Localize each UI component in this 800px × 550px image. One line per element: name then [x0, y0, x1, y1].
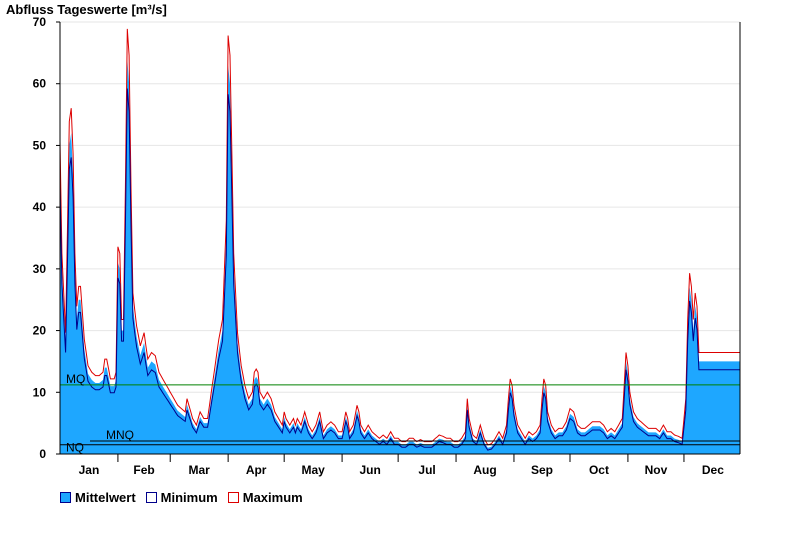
x-tick-label-aug: Aug — [473, 463, 496, 477]
x-tick-label-may: May — [301, 463, 325, 477]
x-tick-label-jul: Jul — [418, 463, 435, 477]
x-tick-label-jun: Jun — [359, 463, 380, 477]
y-tick-label-60: 60 — [33, 77, 47, 91]
grid-lines — [60, 21, 740, 393]
legend: Mittelwert Minimum Maximum — [60, 490, 303, 505]
series-line-maximum — [59, 28, 740, 446]
ref-label-mq: MQ — [66, 372, 85, 386]
legend-item-mittelwert: Mittelwert — [60, 490, 136, 505]
y-tick-label-20: 20 — [33, 324, 47, 338]
y-tick-label-0: 0 — [39, 447, 46, 461]
y-tick-label-70: 70 — [33, 15, 47, 29]
x-tick-label-feb: Feb — [133, 463, 154, 477]
legend-swatch-minimum — [145, 492, 157, 503]
y-tick-label-50: 50 — [33, 138, 47, 152]
x-tick-label-apr: Apr — [246, 463, 267, 477]
y-tick-label-30: 30 — [33, 262, 47, 276]
x-tick-label-nov: Nov — [645, 463, 668, 477]
ref-label-nq: NQ — [66, 441, 84, 455]
x-tick-label-oct: Oct — [589, 463, 609, 477]
x-tick-label-sep: Sep — [531, 463, 553, 477]
y-tick-label-40: 40 — [33, 200, 47, 214]
reference-lines: MQ MNQ NQ — [60, 372, 740, 455]
legend-swatch-maximum — [227, 492, 239, 503]
y-tick-label-10: 10 — [33, 385, 47, 399]
legend-item-maximum: Maximum — [227, 490, 303, 505]
axes: 0 10 20 30 40 50 60 70 Jan Feb Mar Apr May Jun Jul Aug S… — [33, 15, 741, 477]
ref-label-mnq: MNQ — [106, 428, 134, 442]
legend-label-minimum: Minimum — [160, 490, 218, 505]
legend-swatch-mittelwert — [60, 492, 71, 503]
x-tick-label-dec: Dec — [702, 463, 724, 477]
series-line-minimum — [59, 88, 740, 451]
legend-item-minimum: Minimum — [145, 490, 218, 505]
series-area-mittelwert — [60, 59, 740, 454]
legend-label-mittelwert: Mittelwert — [75, 490, 136, 505]
x-tick-label-mar: Mar — [189, 463, 211, 477]
series-layer — [59, 28, 740, 454]
x-tick-label-jan: Jan — [79, 463, 100, 477]
legend-label-maximum: Maximum — [242, 490, 303, 505]
chart-title: Abfluss Tageswerte [m³/s] — [6, 2, 167, 17]
